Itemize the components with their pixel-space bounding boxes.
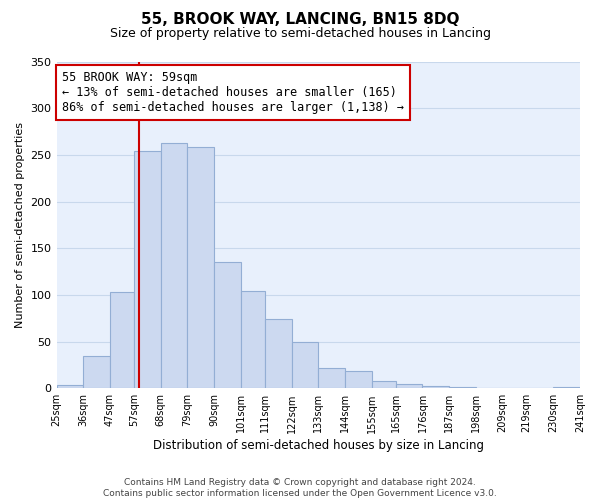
Bar <box>371 381 396 388</box>
Text: 55, BROOK WAY, LANCING, BN15 8DQ: 55, BROOK WAY, LANCING, BN15 8DQ <box>141 12 459 28</box>
Bar <box>187 148 214 388</box>
Bar <box>265 319 292 388</box>
Bar <box>56 384 83 388</box>
Bar <box>292 342 318 388</box>
Bar <box>345 370 371 388</box>
Bar <box>134 151 161 388</box>
Bar <box>396 384 422 388</box>
Bar <box>318 368 345 388</box>
Bar <box>241 291 265 388</box>
Bar <box>110 292 134 388</box>
Bar <box>214 262 241 388</box>
Text: Size of property relative to semi-detached houses in Lancing: Size of property relative to semi-detach… <box>110 28 491 40</box>
Text: 55 BROOK WAY: 59sqm
← 13% of semi-detached houses are smaller (165)
86% of semi-: 55 BROOK WAY: 59sqm ← 13% of semi-detach… <box>62 72 404 114</box>
Bar <box>83 356 110 388</box>
Bar <box>422 386 449 388</box>
Y-axis label: Number of semi-detached properties: Number of semi-detached properties <box>15 122 25 328</box>
Bar <box>161 142 187 388</box>
X-axis label: Distribution of semi-detached houses by size in Lancing: Distribution of semi-detached houses by … <box>153 440 484 452</box>
Text: Contains HM Land Registry data © Crown copyright and database right 2024.
Contai: Contains HM Land Registry data © Crown c… <box>103 478 497 498</box>
